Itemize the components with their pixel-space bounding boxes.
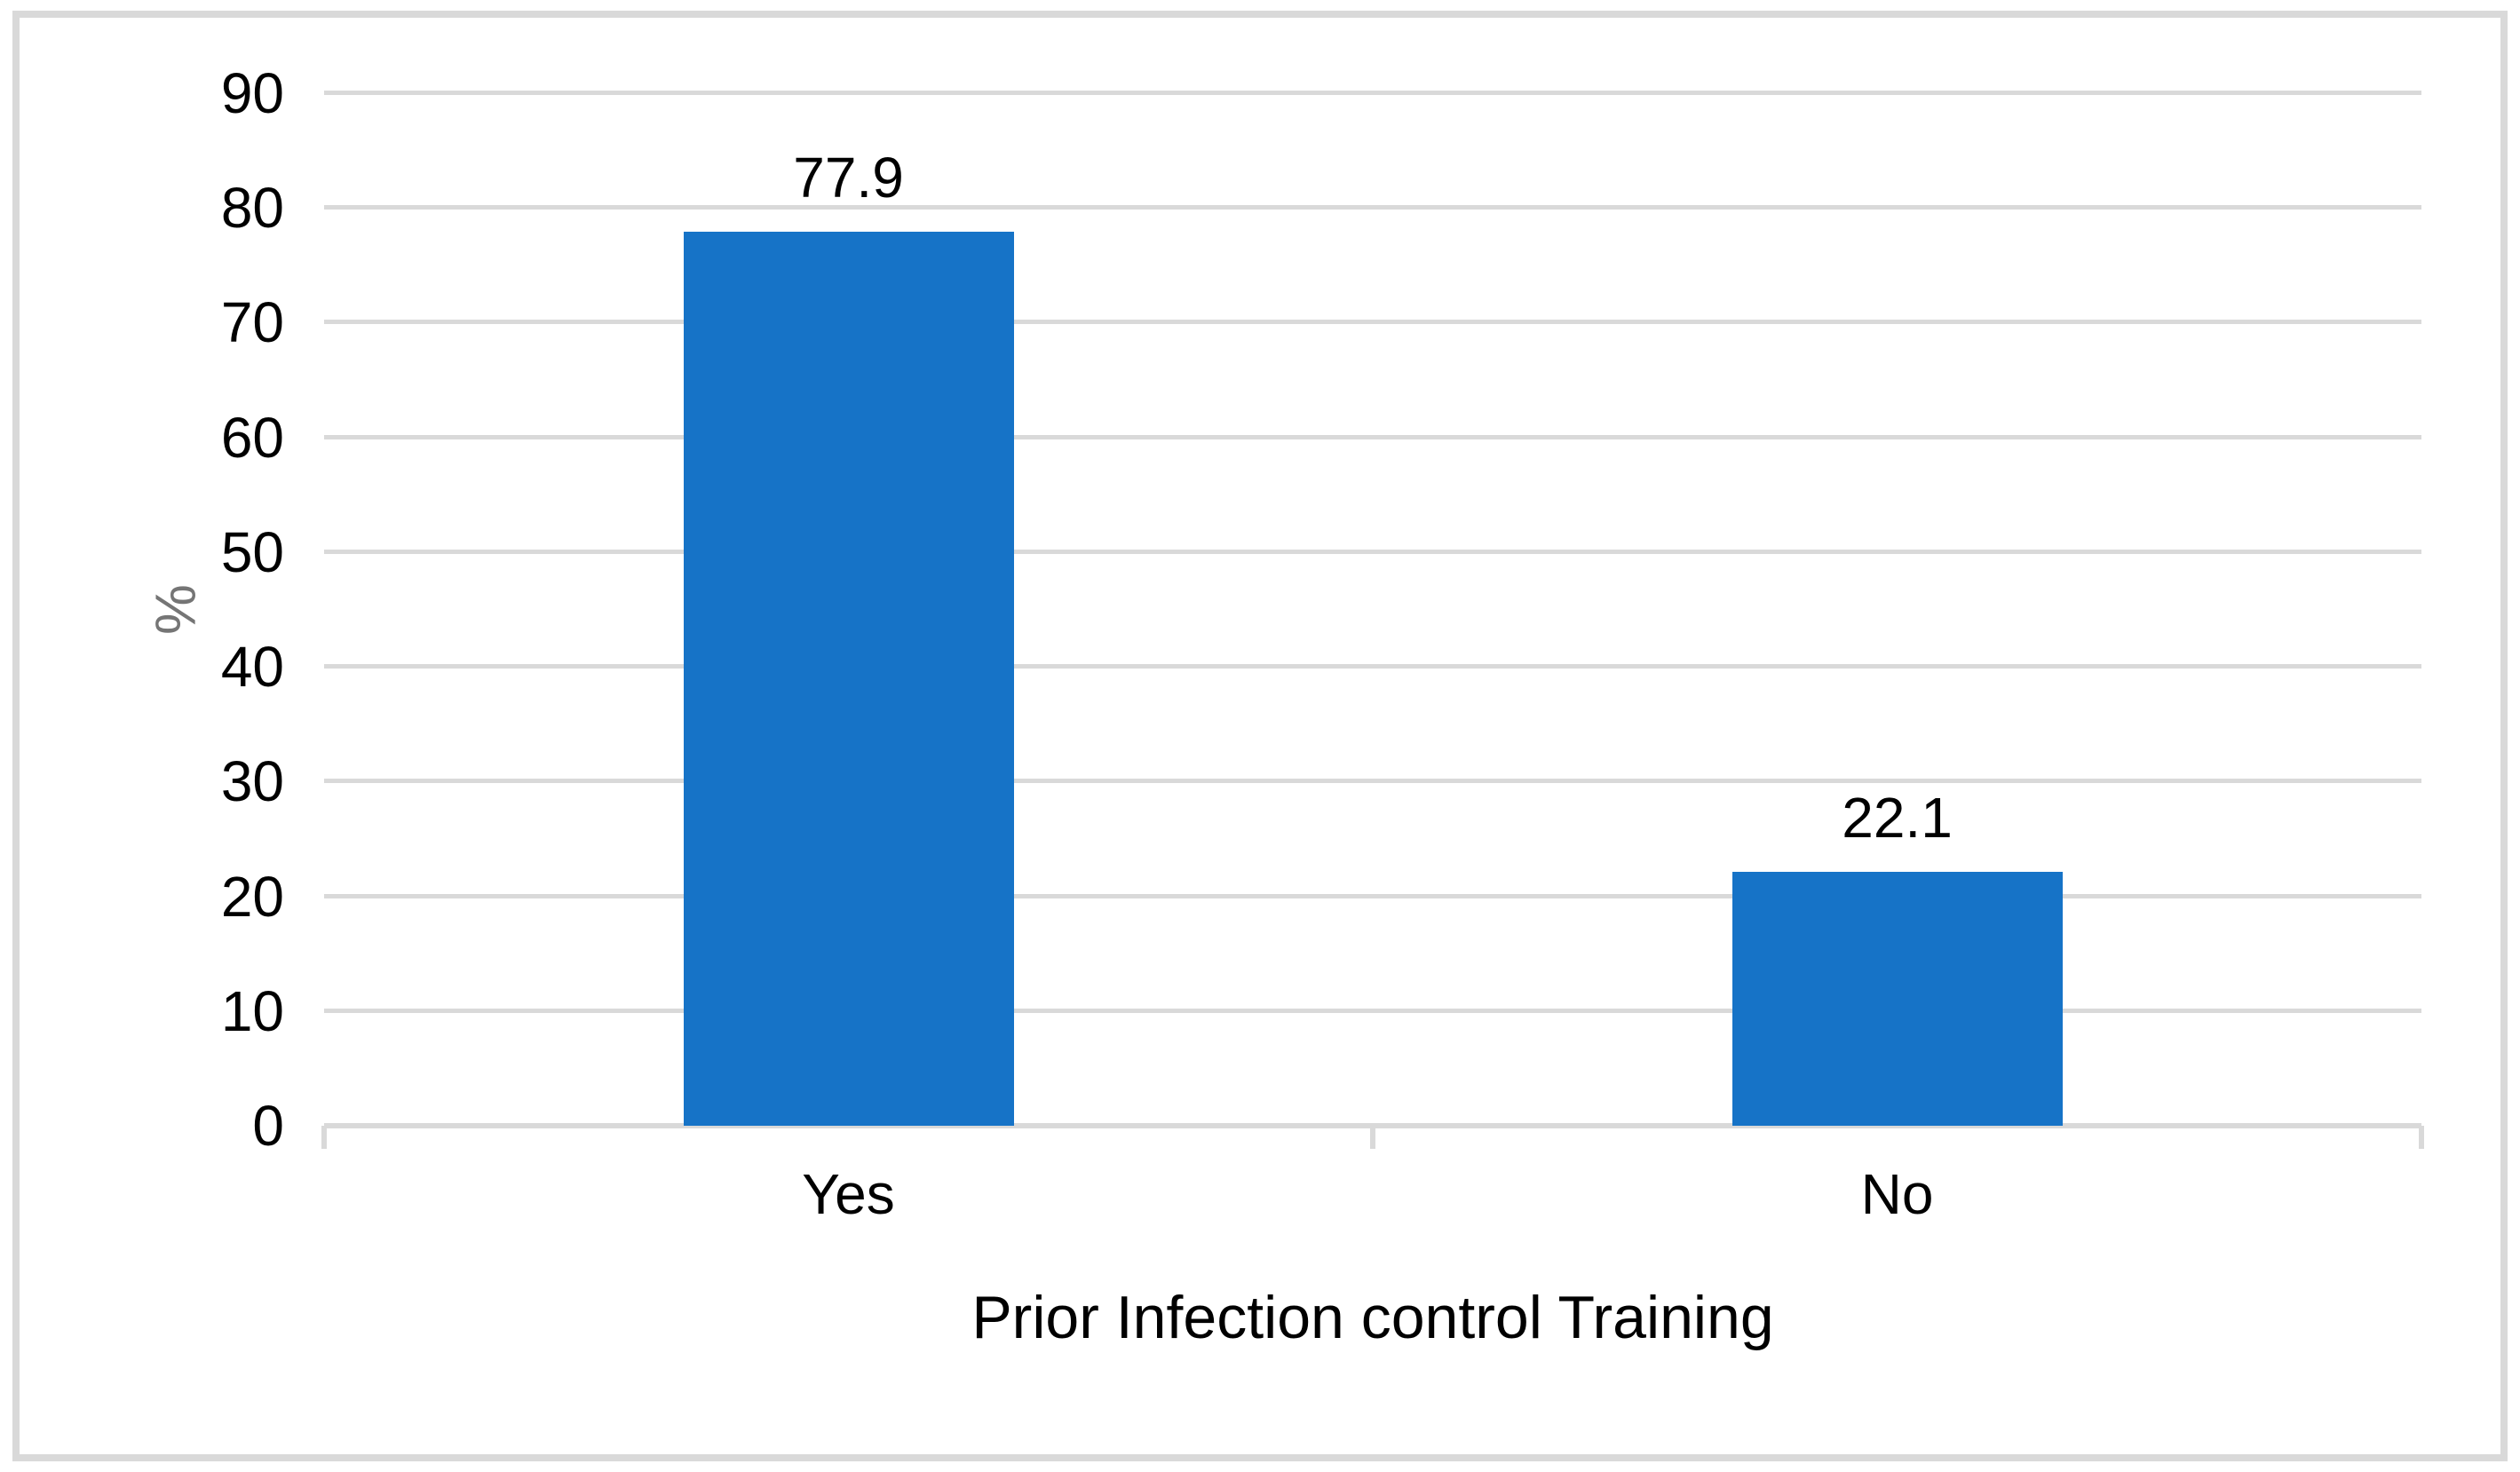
x-axis-title: Prior Infection control Training [971, 1284, 1774, 1351]
gridline-40 [324, 664, 2421, 669]
x-axis-tick [2419, 1126, 2424, 1149]
y-tick-label-40: 40 [220, 635, 284, 700]
y-tick-label-90: 90 [220, 61, 284, 125]
y-tick-label-30: 30 [220, 749, 284, 814]
gridline-50 [324, 549, 2421, 554]
y-tick-label-60: 60 [220, 405, 284, 470]
y-tick-label-10: 10 [220, 978, 284, 1043]
plot-area: 77.9 22.1 [321, 91, 2424, 1149]
gridline-90 [324, 91, 2421, 95]
bar-no [1732, 872, 2063, 1126]
gridline-60 [324, 434, 2421, 439]
x-axis-tick [1370, 1126, 1375, 1149]
y-tick-label-80: 80 [220, 176, 284, 241]
y-tick-label-70: 70 [220, 290, 284, 355]
category-label-yes: Yes [802, 1162, 895, 1226]
category-label-no: No [1860, 1162, 1934, 1226]
gridline-80 [324, 205, 2421, 210]
data-label-no: 22.1 [1842, 786, 1953, 851]
chart-border [12, 11, 2508, 1461]
gridline-30 [324, 779, 2421, 784]
y-tick-label-0: 0 [252, 1094, 284, 1158]
y-axis-tick-labels: 0 10 20 30 40 50 60 70 80 90 [0, 61, 293, 1158]
x-axis-tick [321, 1126, 327, 1149]
x-axis-category-labels: Yes No [324, 1159, 2421, 1230]
gridline-20 [324, 893, 2421, 898]
data-label-yes: 77.9 [793, 146, 904, 210]
y-tick-label-50: 50 [220, 519, 284, 584]
y-tick-label-20: 20 [220, 864, 284, 929]
bar-yes [683, 232, 1014, 1126]
gridline-70 [324, 320, 2421, 325]
gridline-10 [324, 1008, 2421, 1013]
